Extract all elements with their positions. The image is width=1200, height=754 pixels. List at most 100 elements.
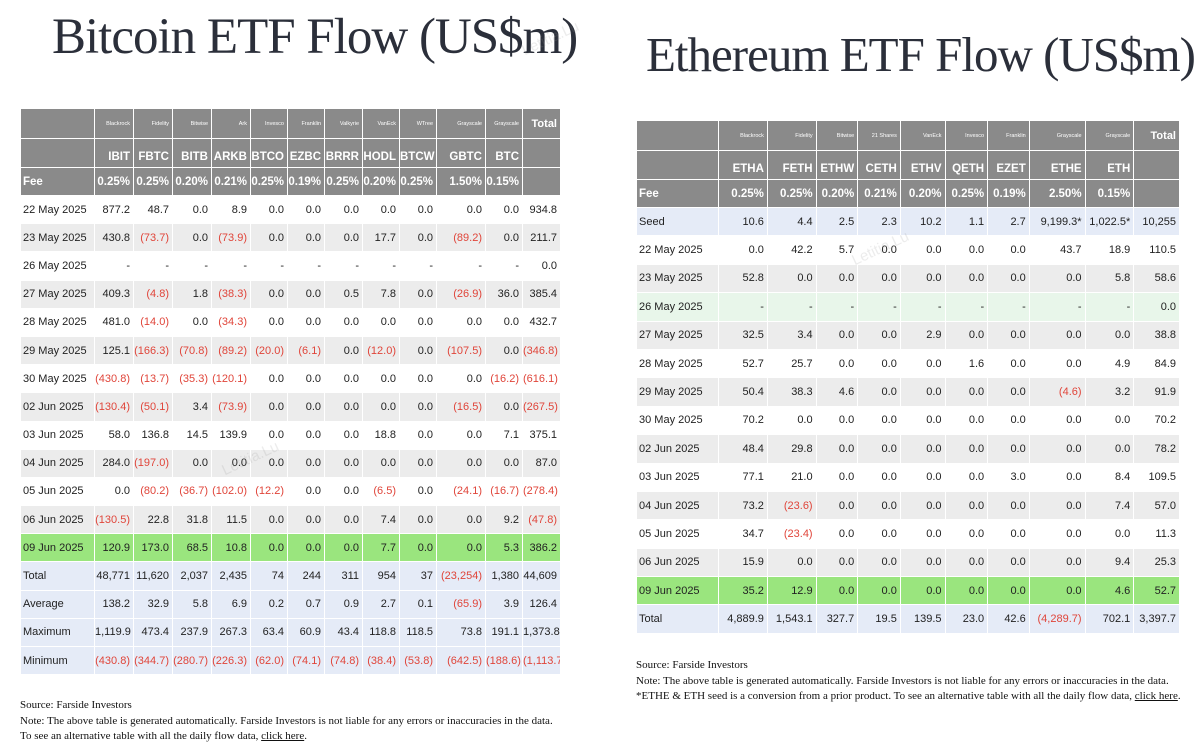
flow-value: 430.8 bbox=[94, 223, 134, 253]
row-total: (346.8) bbox=[522, 335, 561, 366]
flow-value: 0.0 bbox=[485, 392, 523, 422]
flow-value: 0.0 bbox=[899, 405, 946, 436]
corner-cell bbox=[20, 108, 95, 139]
table-row: 05 Jun 2025 34.7 (23.4) 0.0 0.0 0.0 0.0 0.0 0.0 0… bbox=[635, 519, 1180, 549]
ticker-name: BITB bbox=[172, 138, 212, 168]
flow-value: 0.0 bbox=[287, 279, 325, 309]
row-label: 28 May 2025 bbox=[635, 348, 720, 379]
summary-row: Maximum 1,119.9 473.4 237.9 267.3 63.4 60.9 43.… bbox=[20, 617, 561, 648]
flow-value: - bbox=[250, 251, 288, 281]
ticker-name: ETHE bbox=[1028, 150, 1086, 180]
row-label: 22 May 2025 bbox=[635, 235, 720, 265]
flow-value: 0.0 bbox=[324, 364, 363, 394]
row-label: 28 May 2025 bbox=[20, 307, 95, 337]
flow-value: 5.7 bbox=[815, 235, 859, 265]
flow-value: 25.7 bbox=[766, 348, 817, 379]
row-total: (47.8) bbox=[522, 505, 561, 535]
fee-value: 2.50% bbox=[1028, 179, 1086, 208]
row-total: (1,113.7) bbox=[522, 645, 561, 676]
total-fee-spacer bbox=[522, 167, 561, 196]
issuer-name: Fidelity bbox=[766, 120, 817, 151]
flow-value: 0.0 bbox=[485, 194, 523, 225]
flow-value: 0.0 bbox=[899, 462, 946, 492]
flow-value: 0.0 bbox=[857, 405, 901, 436]
click-here-link[interactable]: click here bbox=[261, 730, 305, 742]
bitcoin-title: Bitcoin ETF Flow (US$m) bbox=[52, 9, 578, 65]
flow-value: 0.0 bbox=[815, 490, 859, 521]
flow-value: 0.0 bbox=[857, 320, 901, 350]
flow-value: 0.0 bbox=[250, 364, 288, 394]
table-row: 04 Jun 2025 73.2 (23.6) 0.0 0.0 0.0 0.0 0.0 0.0 7… bbox=[635, 490, 1180, 521]
flow-value: 0.0 bbox=[766, 263, 817, 294]
flow-value: (80.2) bbox=[133, 476, 173, 507]
flow-value: 267.3 bbox=[211, 617, 251, 648]
issuer-name: Bitwise bbox=[172, 108, 212, 139]
row-total: 109.5 bbox=[1133, 462, 1180, 492]
issuer-name: Grayscale bbox=[1084, 120, 1135, 151]
flow-value: 173.0 bbox=[133, 533, 173, 563]
flow-value: - bbox=[766, 292, 817, 322]
flow-value: 0.0 bbox=[399, 307, 437, 337]
row-label: Total bbox=[20, 561, 95, 591]
flow-value: (280.7) bbox=[172, 645, 212, 676]
row-total: 38.8 bbox=[1133, 320, 1180, 350]
issuer-header-row: Blackrock Fidelity Bitwise 21 Shares VanEck I… bbox=[635, 120, 1180, 151]
flow-value: 3.4 bbox=[172, 392, 212, 422]
flow-value: 0.0 bbox=[324, 194, 363, 225]
flow-value: 473.4 bbox=[133, 617, 173, 648]
flow-value: 0.0 bbox=[250, 307, 288, 337]
flow-value: (16.5) bbox=[436, 392, 486, 422]
flow-value: 0.0 bbox=[362, 307, 400, 337]
row-total: 11.3 bbox=[1133, 519, 1180, 549]
table-row: 09 Jun 2025 120.9 173.0 68.5 10.8 0.0 0.0 0.0 7.… bbox=[20, 533, 561, 563]
table-row: 22 May 2025 0.0 42.2 5.7 0.0 0.0 0.0 0.0 43.7 18.… bbox=[635, 235, 1180, 265]
flow-value: 1,119.9 bbox=[94, 617, 134, 648]
flow-value: 29.8 bbox=[766, 434, 817, 464]
flow-value: 0.0 bbox=[815, 320, 859, 350]
flow-value: 0.0 bbox=[899, 519, 946, 549]
ticker-name: ETHW bbox=[815, 150, 859, 180]
issuer-name: Invesco bbox=[250, 108, 288, 139]
flow-value: 3.2 bbox=[1084, 377, 1135, 407]
flow-value: 19.5 bbox=[857, 604, 901, 634]
flow-value: 7.4 bbox=[362, 505, 400, 535]
source-text: Source: Farside Investors bbox=[20, 699, 132, 711]
row-label: 09 Jun 2025 bbox=[20, 533, 95, 563]
flow-value: 0.0 bbox=[815, 434, 859, 464]
flow-value: 9.4 bbox=[1084, 547, 1135, 578]
flow-value: - bbox=[899, 292, 946, 322]
flow-value: 0.0 bbox=[899, 377, 946, 407]
ticker-name: GBTC bbox=[436, 138, 486, 168]
flow-value: 0.0 bbox=[250, 533, 288, 563]
flow-value: 4.6 bbox=[815, 377, 859, 407]
flow-value: 2.7 bbox=[987, 206, 1030, 237]
flow-value: (4.6) bbox=[1028, 377, 1086, 407]
ticker-name: FETH bbox=[766, 150, 817, 180]
issuer-name: Blackrock bbox=[718, 120, 768, 151]
flow-value: 4.9 bbox=[1084, 348, 1135, 379]
flow-value: 0.0 bbox=[857, 263, 901, 294]
row-total: 110.5 bbox=[1133, 235, 1180, 265]
flow-value: 2.7 bbox=[362, 589, 400, 619]
corner-cell bbox=[635, 150, 720, 180]
flow-value: 0.0 bbox=[436, 364, 486, 394]
row-total: 1,373.8 bbox=[522, 617, 561, 648]
click-here-link[interactable]: click here bbox=[1134, 690, 1178, 702]
flow-value: 0.1 bbox=[399, 589, 437, 619]
ethereum-source-note: Source: Farside Investors Note: The abov… bbox=[636, 658, 1181, 705]
row-total: 52.7 bbox=[1133, 576, 1180, 606]
issuer-name: VanEck bbox=[362, 108, 400, 139]
flow-value: 0.0 bbox=[944, 263, 989, 294]
flow-value: 0.0 bbox=[815, 462, 859, 492]
corner-cell bbox=[20, 138, 95, 168]
row-total: (616.1) bbox=[522, 364, 561, 394]
flow-value: (642.5) bbox=[436, 645, 486, 676]
ticker-name: BTCW bbox=[399, 138, 437, 168]
row-label: 23 May 2025 bbox=[20, 223, 95, 253]
flow-value: 0.0 bbox=[287, 364, 325, 394]
flow-value: 0.0 bbox=[250, 223, 288, 253]
issuer-name: Grayscale bbox=[1028, 120, 1086, 151]
ticker-name: BRRR bbox=[324, 138, 363, 168]
flow-value: 0.0 bbox=[899, 490, 946, 521]
flow-value: 0.0 bbox=[944, 235, 989, 265]
